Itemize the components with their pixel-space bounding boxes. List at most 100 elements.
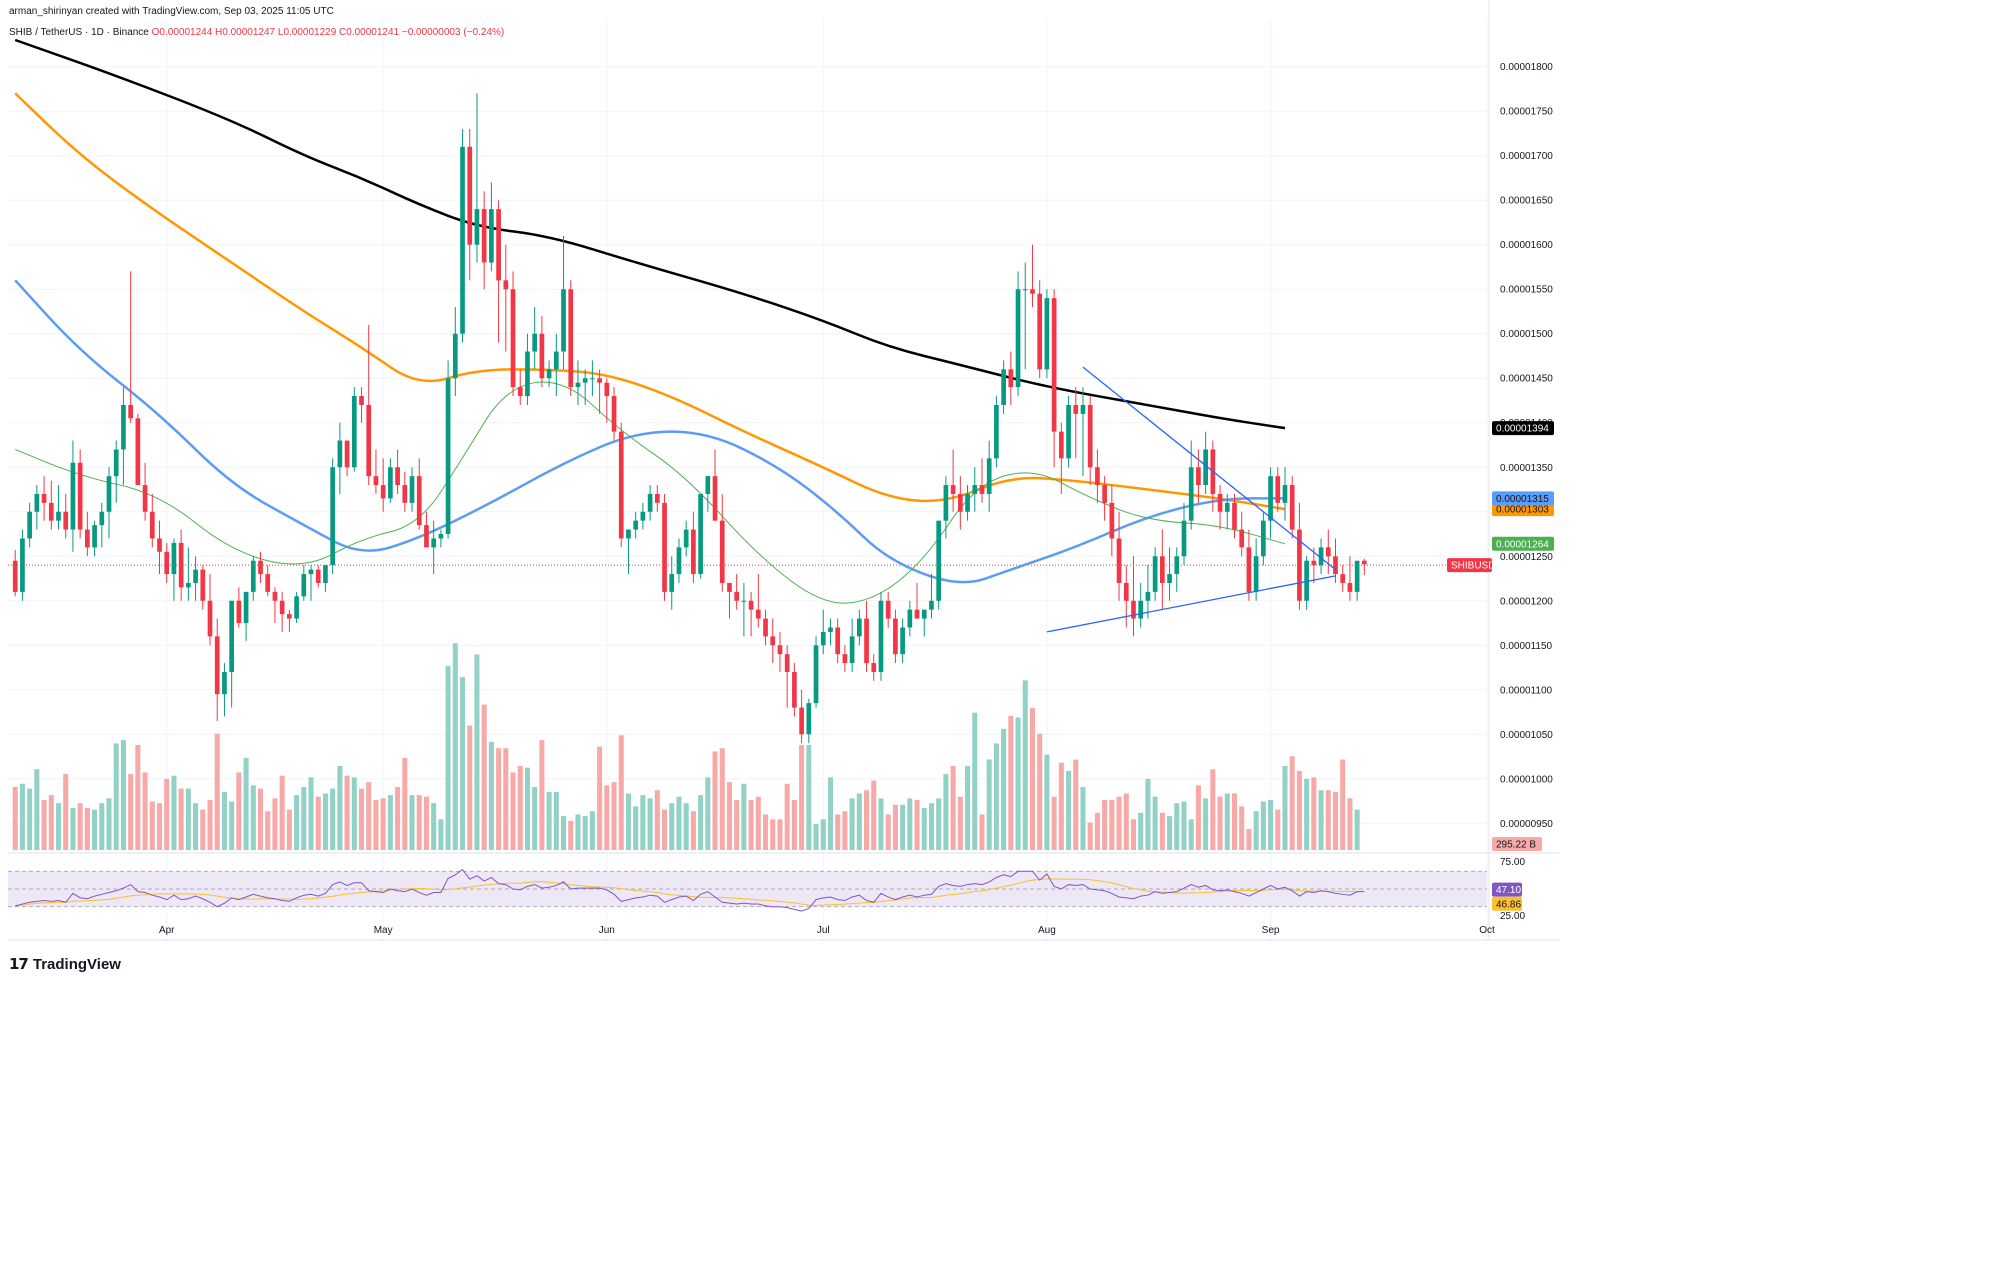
volume-bar (337, 766, 343, 850)
volume-bar (618, 735, 624, 850)
candle-body (1044, 298, 1050, 370)
candle-body (893, 618, 898, 655)
volume-bar (128, 774, 134, 850)
candle-body (1311, 560, 1317, 566)
volume-bar (827, 777, 833, 850)
volume-bar (741, 783, 747, 850)
volume-bar (106, 798, 112, 850)
candle-body (1051, 298, 1057, 432)
candle-body (1080, 404, 1086, 414)
ma-line-ma200 (14, 38, 1286, 430)
volume-bar (799, 745, 805, 850)
volume-bar (856, 793, 862, 850)
price-tick-label: 0.00001650 (1500, 196, 1553, 207)
volume-bar (214, 733, 220, 850)
volume-bar (539, 740, 545, 850)
ma-badge-ma50-bg (1492, 491, 1554, 506)
volume-bar (662, 809, 668, 850)
candle-body (965, 493, 970, 512)
candle-body (315, 569, 321, 583)
candle-body (27, 511, 32, 539)
volume-bar (1130, 819, 1137, 850)
candle-body (1159, 556, 1165, 583)
candle-body (770, 636, 776, 646)
candle-body (409, 476, 415, 503)
candle-body (539, 333, 545, 379)
candle-body (755, 609, 761, 619)
candle-body (1022, 289, 1028, 291)
candle-body (344, 440, 350, 468)
volume-bar (229, 801, 235, 850)
candle-body (106, 476, 112, 512)
price-tick-label: 0.00001500 (1500, 329, 1553, 340)
volume-bar (366, 782, 372, 850)
candle-body (698, 493, 703, 575)
date-axis[interactable]: Apr May Jun Jul Aug Sep Oct (159, 925, 1495, 936)
volume-bar (496, 748, 502, 850)
volume-bar (647, 798, 653, 850)
candle-body (1066, 404, 1071, 459)
candle-body (856, 618, 862, 637)
volume-bar (763, 814, 769, 850)
candle-body (56, 511, 61, 521)
volume-bar (957, 796, 963, 850)
candle-body (337, 440, 343, 468)
candlesticks (12, 93, 1367, 744)
candle-body (229, 600, 234, 672)
volume-bar (835, 814, 841, 850)
candle-body (1008, 369, 1014, 388)
ma-line-ma100 (14, 92, 1286, 511)
volume-bar (965, 766, 971, 850)
candle-body (1030, 289, 1035, 294)
volume-bar (1296, 770, 1302, 850)
candle-body (582, 378, 588, 383)
price-axis[interactable]: 0.00001800 0.00001750 0.00001700 0.00001650… (1500, 62, 1553, 922)
volume-bar (532, 787, 538, 850)
volume-bar (185, 788, 191, 850)
rsi-pane (8, 868, 1487, 912)
candle-body (308, 569, 314, 575)
rsi-value-badge-bg (1492, 882, 1522, 897)
volume-bar (1152, 796, 1158, 850)
volume-bar (92, 809, 98, 850)
candle-body (510, 289, 516, 388)
candle-body (366, 404, 372, 477)
ma-badge-ma50: 0.00001315 (1496, 494, 1549, 505)
candle-body (12, 560, 18, 592)
candle-body (445, 378, 451, 535)
candle-body (705, 476, 711, 494)
candle-body (1037, 293, 1043, 370)
candle-body (662, 502, 667, 592)
volume-bar (149, 801, 155, 850)
candle-body (481, 209, 487, 263)
volume-bar (1087, 822, 1093, 850)
volume-bar (1260, 801, 1266, 850)
volume-bar (243, 757, 249, 850)
candle-body (1224, 502, 1230, 512)
candle-body (1232, 502, 1237, 530)
candle-body (763, 618, 768, 637)
tradingview-logo[interactable]: 17 TradingView (9, 955, 121, 973)
volume-bar (892, 804, 898, 850)
trendlines (1046, 366, 1336, 633)
volume-bar (1275, 809, 1281, 850)
candle-body (950, 485, 956, 494)
symbol-name[interactable]: SHIB / TetherUS · 1D · Binance (9, 27, 149, 38)
candle-body (676, 547, 682, 575)
candle-body (1325, 547, 1331, 557)
price-tick-label: 0.00001600 (1500, 240, 1553, 251)
volume-bar (1174, 803, 1180, 850)
candle-body (164, 551, 170, 575)
symbol-legend[interactable]: SHIB / TetherUS · 1D · Binance O0.000012… (9, 27, 504, 38)
candle-body (799, 707, 804, 735)
volume-bar (900, 804, 906, 850)
volume-bar (1044, 754, 1050, 850)
candle-body (914, 609, 920, 619)
volume-bar (120, 740, 126, 850)
volume-bars (12, 643, 1360, 850)
candle-body (517, 387, 523, 397)
tradingview-logo-icon: 17 (9, 955, 29, 973)
volume-bar (597, 746, 603, 850)
volume-bar (402, 757, 408, 850)
candle-body (1196, 467, 1201, 486)
